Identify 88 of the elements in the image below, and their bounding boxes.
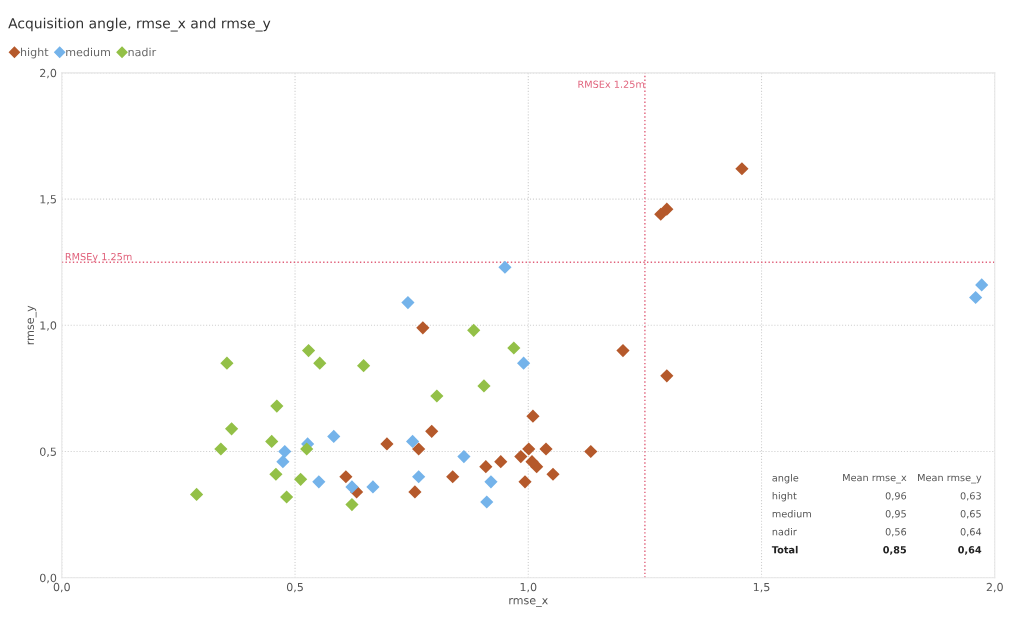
annotation: angle (772, 473, 799, 484)
point (412, 442, 426, 456)
y-tick-label: 0,0 (39, 573, 57, 584)
point (430, 389, 444, 403)
point (425, 424, 439, 438)
y-tick-label: 1,0 (40, 321, 57, 331)
annotation: Mean rmse_y (918, 474, 982, 484)
point (522, 442, 536, 456)
point (313, 356, 327, 370)
annotation: medium (772, 509, 811, 518)
point (660, 202, 674, 216)
point (345, 480, 359, 494)
annotation: 0,64 (958, 546, 982, 555)
annotation: 0,56 (885, 528, 907, 537)
point (294, 472, 308, 486)
point (416, 321, 430, 335)
point (280, 490, 294, 504)
x-tick-label: 0,0 (53, 582, 70, 593)
legend-label: nadir (128, 47, 157, 57)
point (220, 356, 234, 370)
point (345, 497, 359, 512)
point (300, 442, 314, 456)
point (514, 449, 528, 464)
point (484, 475, 498, 489)
annotation: hight (772, 491, 797, 502)
point (401, 296, 415, 310)
point (312, 475, 326, 489)
annotation: 0,65 (960, 510, 981, 519)
ref-line-label: RMSEy 1.25m (65, 252, 132, 263)
point (507, 341, 521, 355)
point (546, 467, 560, 481)
annotation: 0,95 (885, 510, 906, 519)
annotation: Total (771, 545, 798, 554)
point (616, 343, 630, 358)
point (327, 429, 341, 443)
point (380, 437, 394, 451)
point (660, 369, 674, 383)
point (270, 399, 284, 413)
point (269, 467, 283, 481)
chart-title: Acquisition angle, rmse_x and rmse_y (8, 17, 271, 32)
point (517, 356, 531, 370)
point (735, 162, 749, 176)
point (225, 422, 239, 436)
annotation: 0,63 (960, 492, 981, 501)
point (406, 434, 420, 449)
y-tick-label: 2,0 (40, 68, 57, 79)
point (480, 495, 494, 509)
point (357, 359, 371, 373)
legend-label: medium (66, 47, 110, 57)
annotation: 0,64 (960, 528, 982, 537)
point (584, 444, 598, 459)
point (526, 409, 540, 423)
point (366, 480, 380, 494)
x-tick-label: 1,0 (520, 582, 537, 593)
point (494, 455, 508, 469)
point (969, 290, 983, 305)
point (408, 485, 422, 499)
y-tick-label: 0,5 (39, 447, 56, 458)
point (276, 455, 290, 469)
point (498, 260, 512, 274)
point (265, 434, 279, 449)
annotation: nadir (772, 527, 797, 536)
ref-line-label: RMSEx 1.25m (578, 80, 645, 88)
legend-label: hight (21, 47, 49, 59)
y-tick-label: 1,5 (40, 195, 56, 205)
point (446, 470, 460, 484)
point (518, 475, 532, 489)
point (467, 323, 481, 337)
annotation: 0,96 (885, 492, 907, 501)
x-axis-title: rmse_x (509, 598, 548, 607)
point (457, 449, 471, 464)
point (412, 470, 426, 484)
point (278, 444, 292, 459)
point (301, 343, 316, 358)
point (477, 379, 491, 393)
x-tick-label: 2,0 (986, 582, 1003, 593)
point (975, 278, 989, 292)
y-axis-title: rmse_y (27, 305, 37, 345)
point (525, 455, 539, 469)
point (190, 487, 204, 502)
point (479, 460, 493, 474)
point (339, 470, 353, 484)
point (214, 442, 228, 456)
point (539, 442, 553, 456)
x-tick-label: 1,5 (753, 582, 770, 593)
x-tick-label: 0,5 (286, 582, 303, 593)
annotation: Mean rmse_x (843, 474, 907, 484)
annotation: 0,85 (883, 546, 907, 555)
